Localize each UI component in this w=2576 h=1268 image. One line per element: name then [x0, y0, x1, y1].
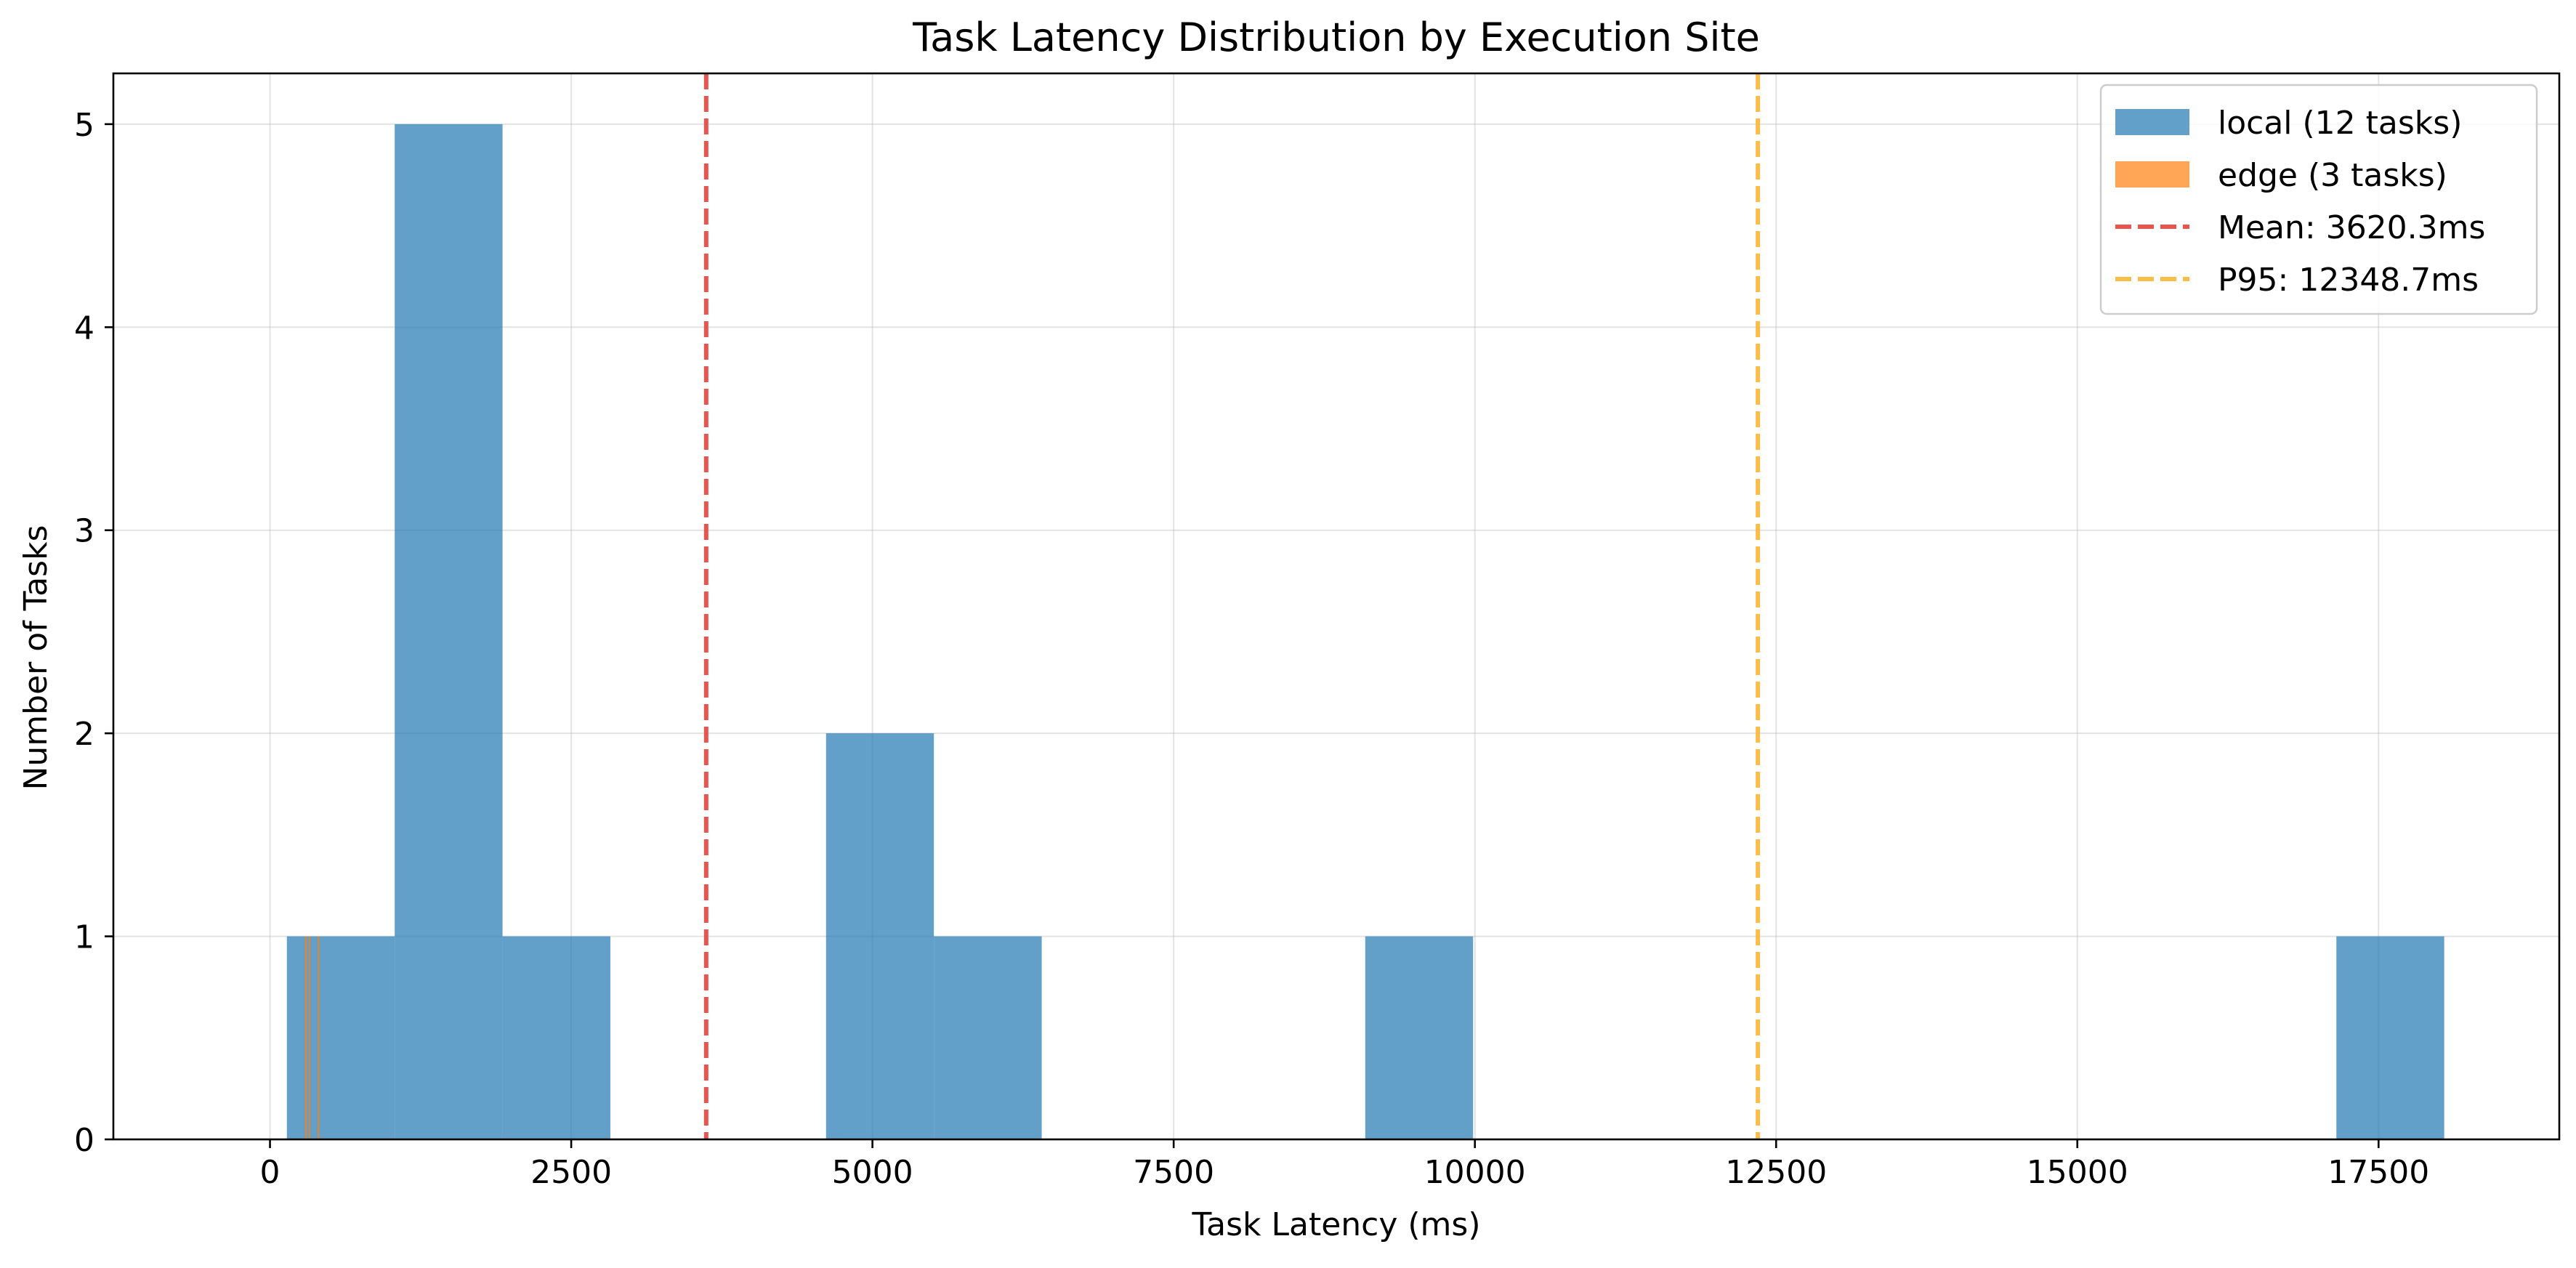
legend-swatch: [2115, 109, 2189, 135]
x-tick-label: 12500: [1725, 1154, 1827, 1191]
x-tick-label: 5000: [832, 1154, 913, 1191]
x-tick-label: 17500: [2327, 1154, 2429, 1191]
legend-label: Mean: 3620.3ms: [2218, 209, 2485, 246]
histogram-bar-edge: [304, 936, 307, 1139]
legend-label: edge (3 tasks): [2218, 157, 2447, 194]
y-axis-label: Number of Tasks: [17, 525, 54, 790]
x-axis-label: Task Latency (ms): [1192, 1206, 1481, 1243]
legend: local (12 tasks) edge (3 tasks) Mean: 3620…: [2099, 84, 2538, 315]
y-tick-label: 0: [74, 1122, 94, 1159]
legend-label: P95: 12348.7ms: [2218, 262, 2479, 299]
histogram-bar-local: [395, 124, 503, 1139]
histogram-bar-local: [1365, 936, 1474, 1139]
y-tick-label: 1: [74, 919, 94, 956]
plot-frame: [112, 72, 2561, 1141]
x-tick-label: 2500: [530, 1154, 612, 1191]
x-tick-label: 7500: [1133, 1154, 1214, 1191]
y-tick-label: 4: [74, 310, 94, 347]
x-tick-label: 0: [260, 1154, 280, 1191]
legend-label: local (12 tasks): [2218, 105, 2462, 142]
histogram-bar-edge: [308, 936, 311, 1139]
histogram-bar-local: [2336, 936, 2444, 1139]
y-tick-label: 3: [74, 513, 94, 550]
histogram-bar-local: [825, 733, 934, 1139]
histogram-bar-local: [286, 936, 395, 1139]
y-tick-label: 5: [74, 107, 94, 144]
x-tick-label: 15000: [2027, 1154, 2128, 1191]
histogram-bar-edge: [318, 936, 320, 1139]
reference-lines: [703, 73, 1761, 1139]
histogram-bar-local: [502, 936, 610, 1139]
x-tick-label: 10000: [1424, 1154, 1526, 1191]
legend-swatch: [2115, 161, 2189, 187]
histogram-bars: [286, 124, 2444, 1139]
axis-ticks: 0 2500 5000 7500 10000 12500 15000 17500 0 1 2 3 4 5: [74, 107, 2429, 1191]
y-tick-label: 2: [74, 716, 94, 753]
chart-title: Task Latency Distribution by Execution S…: [912, 15, 1760, 60]
histogram-bar-local: [934, 936, 1042, 1139]
legend-box: [2099, 84, 2538, 315]
